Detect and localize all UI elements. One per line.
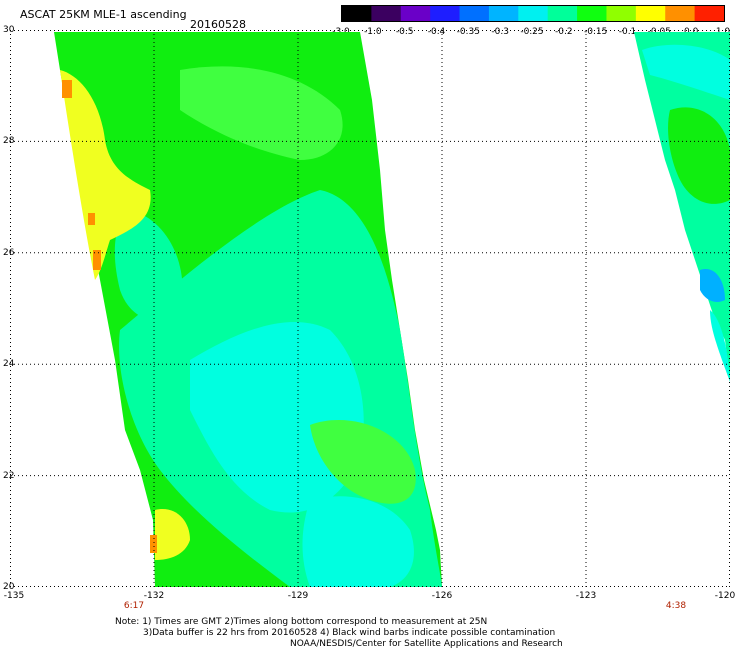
lat-tick-label: 20	[3, 582, 15, 592]
colorbar-tick-label: -0.2	[555, 27, 573, 37]
swath-1-orange-spot	[88, 213, 95, 225]
colorbar-tick-label: -0.35	[456, 27, 480, 37]
lon-tick-label: -132	[143, 591, 165, 601]
swath-1-orange-spot	[62, 80, 72, 98]
colorbar-segment	[547, 6, 578, 21]
swath-1-orange-spot	[150, 535, 157, 553]
time-label-swath-1: 6:17	[123, 601, 145, 611]
product-title: ASCAT 25KM MLE-1 ascending	[20, 8, 187, 21]
colorbar	[341, 5, 725, 22]
swath-2	[634, 32, 730, 382]
lon-tick-label: -123	[575, 591, 597, 601]
colorbar-tick-label: -1.0	[364, 27, 382, 37]
colorbar-tick-label: -0.3	[491, 27, 509, 37]
swath-1-cyan-core	[190, 321, 364, 513]
swath-1-yellow-edge	[60, 70, 151, 280]
colorbar-segment	[430, 6, 461, 21]
lat-tick-label: 22	[3, 470, 15, 481]
swath-1-green-east	[310, 420, 416, 504]
swath-2-cyan-north	[642, 44, 730, 100]
swath-1	[54, 32, 443, 587]
swath-2-green-region	[668, 107, 730, 204]
colorbar-segment	[371, 6, 402, 21]
wind-map	[10, 30, 730, 587]
swath-2-cyan-south	[710, 310, 730, 382]
lon-tick-label: -135	[3, 591, 25, 601]
colorbar-tick-label: -0.4	[427, 27, 446, 37]
product-date: 20160528	[190, 18, 246, 31]
note-line-1: Note: 1) Times are GMT 2)Times along bot…	[115, 617, 488, 627]
lon-tick-label: -120	[714, 591, 736, 601]
colorbar-tick-label: -0.1	[618, 27, 637, 37]
colorbar-segment	[518, 6, 549, 21]
colorbar-tick-label: -0.5	[395, 27, 414, 37]
note-line-3: NOAA/NESDIS/Center for Satellite Applica…	[290, 639, 563, 649]
colorbar-segment	[488, 6, 519, 21]
lat-tick-label: 30	[3, 25, 15, 35]
lat-tick-label: 26	[3, 247, 15, 258]
swath-1-cyan-south	[302, 496, 414, 587]
swath-1-green-north	[180, 66, 343, 160]
colorbar-tick-label: -0.15	[584, 27, 608, 37]
colorbar-segment	[694, 6, 724, 21]
colorbar-segment	[400, 6, 431, 21]
colorbar-segment	[342, 6, 372, 21]
note-line-2: 3)Data buffer is 22 hrs from 20160528 4)…	[143, 628, 556, 638]
lat-tick-label: 24	[3, 359, 15, 370]
lat-tick-label: 28	[3, 136, 15, 147]
colorbar-segment	[459, 6, 490, 21]
colorbar-segment	[577, 6, 607, 21]
swath-1-orange-spot	[93, 250, 101, 270]
colorbar-tick-label: -0.25	[520, 27, 544, 37]
colorbar-segment	[635, 6, 666, 21]
lon-tick-label: -126	[431, 591, 453, 601]
lon-tick-label: -129	[287, 591, 309, 601]
swath-2-blue-spot	[700, 269, 725, 302]
grid	[10, 30, 730, 587]
time-label-swath-2: 4:38	[665, 601, 687, 611]
swath-1-yellow-south	[155, 509, 190, 560]
colorbar-segment	[606, 6, 637, 21]
colorbar-segment	[665, 6, 696, 21]
swath-1-cyan-patch	[114, 210, 183, 321]
